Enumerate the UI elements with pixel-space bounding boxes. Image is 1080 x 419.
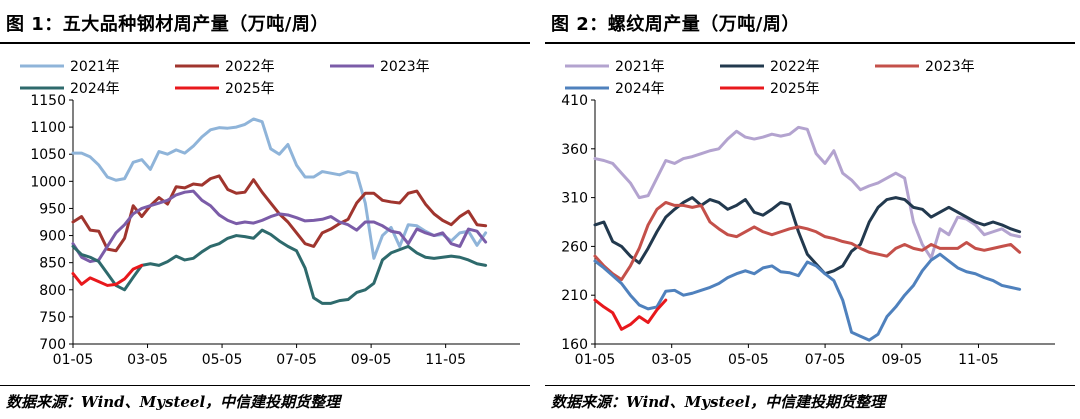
legend-item: 2022年 xyxy=(720,59,820,75)
series-line xyxy=(593,252,1022,342)
x-tick-label: 11-05 xyxy=(425,352,466,368)
x-tick-label: 09-05 xyxy=(351,352,392,368)
legend-label: 2023年 xyxy=(925,59,975,75)
chart-panel-1: 图 1：五大品种钢材周产量（万吨/周） 2021年 2022年 2023年 2024年… xyxy=(0,0,530,419)
y-tick-label: 160 xyxy=(561,337,588,353)
series-line xyxy=(593,298,668,331)
y-tick-label: 410 xyxy=(561,93,588,109)
x-tick-label: 05-05 xyxy=(728,352,769,368)
source-note: 数据来源：Wind、Mysteel，中信建投期货整理 xyxy=(6,393,341,411)
x-tick-label: 01-05 xyxy=(575,352,616,368)
legend-label: 2021年 xyxy=(615,59,665,75)
legend-label: 2025年 xyxy=(225,81,275,97)
y-tick-label: 360 xyxy=(561,142,588,158)
legend-item: 2021年 xyxy=(565,59,665,75)
line-chart: 2021年 2022年 2023年 2024年 2025年 700 750 800 850 900… xyxy=(20,59,520,368)
legend-label: 2024年 xyxy=(70,81,120,97)
y-tick-label: 310 xyxy=(561,191,588,207)
legend-item: 2021年 xyxy=(20,59,120,75)
x-tick-label: 03-05 xyxy=(127,352,168,368)
x-tick-label: 03-05 xyxy=(651,352,692,368)
legend-item: 2025年 xyxy=(175,81,275,97)
title-rule xyxy=(0,42,530,44)
chart-title: 图 1：五大品种钢材周产量（万吨/周） xyxy=(6,14,329,35)
legend-item: 2024年 xyxy=(20,81,120,97)
series-line xyxy=(71,189,488,264)
y-tick-label: 950 xyxy=(39,201,66,217)
footer-rule xyxy=(0,385,530,386)
legend-label: 2022年 xyxy=(770,59,820,75)
chart-title: 图 2：螺纹周产量（万吨/周） xyxy=(551,14,800,35)
line-chart: 2021年 2022年 2023年 2024年 2025年 160 210 260 310 360… xyxy=(561,59,1055,368)
x-tick-label: 05-05 xyxy=(202,352,243,368)
legend-label: 2023年 xyxy=(380,59,430,75)
legend-item: 2024年 xyxy=(565,81,665,97)
x-tick-label: 09-05 xyxy=(881,352,922,368)
x-tick-label: 07-05 xyxy=(805,352,846,368)
y-tick-label: 850 xyxy=(39,256,66,272)
legend-item: 2022年 xyxy=(175,59,275,75)
series-line xyxy=(593,196,1022,276)
y-tick-label: 900 xyxy=(39,229,66,245)
series-line xyxy=(593,125,1022,260)
legend-item: 2025年 xyxy=(720,81,820,97)
y-tick-label: 1000 xyxy=(30,174,66,190)
legend-item: 2023年 xyxy=(330,59,430,75)
footer-rule xyxy=(545,385,1075,386)
x-tick-label: 11-05 xyxy=(958,352,999,368)
series-line xyxy=(71,263,144,287)
y-tick-label: 750 xyxy=(39,310,66,326)
legend-item: 2023年 xyxy=(875,59,975,75)
chart-panel-2: 图 2：螺纹周产量（万吨/周） 2021年 2022年 2023年 2024年 2025… xyxy=(545,0,1075,419)
x-tick-label: 07-05 xyxy=(276,352,317,368)
y-tick-label: 1050 xyxy=(30,147,66,163)
y-tick-label: 1100 xyxy=(30,120,66,136)
y-tick-label: 700 xyxy=(39,337,66,353)
legend-label: 2024年 xyxy=(615,81,665,97)
title-rule xyxy=(545,42,1075,44)
series-line xyxy=(71,117,488,260)
y-tick-label: 1150 xyxy=(30,93,66,109)
legend-label: 2022年 xyxy=(225,59,275,75)
y-tick-label: 800 xyxy=(39,283,66,299)
y-tick-label: 260 xyxy=(561,239,588,255)
series-line xyxy=(71,228,488,305)
source-note: 数据来源：Wind、Mysteel，中信建投期货整理 xyxy=(551,393,886,411)
legend-label: 2021年 xyxy=(70,59,120,75)
y-tick-label: 210 xyxy=(561,288,588,304)
series-line xyxy=(593,200,1022,282)
x-tick-label: 01-05 xyxy=(53,352,94,368)
legend-label: 2025年 xyxy=(770,81,820,97)
